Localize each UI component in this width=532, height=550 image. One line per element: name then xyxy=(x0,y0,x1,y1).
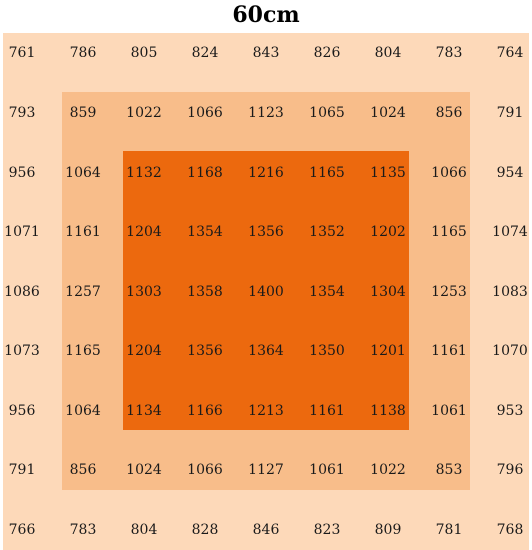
cell-value: 1134 xyxy=(126,403,162,419)
cell-value: 1065 xyxy=(309,105,345,121)
cell-value: 1350 xyxy=(309,343,345,359)
cell-value: 1165 xyxy=(431,224,467,240)
cell-value: 843 xyxy=(253,45,280,61)
cell-value: 1022 xyxy=(370,462,406,478)
cell-value: 1354 xyxy=(187,224,223,240)
cell-value: 956 xyxy=(9,165,36,181)
cell-value: 1161 xyxy=(309,403,345,419)
cell-value: 1083 xyxy=(492,284,528,300)
cell-value: 1213 xyxy=(248,403,284,419)
cell-value: 1165 xyxy=(309,165,345,181)
cell-value: 1216 xyxy=(248,165,284,181)
cell-value: 856 xyxy=(436,105,463,121)
cell-value: 1071 xyxy=(4,224,40,240)
cell-value: 1202 xyxy=(370,224,406,240)
cell-value: 1123 xyxy=(248,105,284,121)
cell-value: 766 xyxy=(9,522,36,538)
cell-value: 1024 xyxy=(370,105,406,121)
cell-value: 828 xyxy=(192,522,219,538)
cell-value: 1064 xyxy=(65,165,101,181)
zone-inner xyxy=(123,151,409,430)
cell-value: 1358 xyxy=(187,284,223,300)
chart-title: 60cm xyxy=(232,2,300,28)
cell-value: 1061 xyxy=(431,403,467,419)
cell-value: 846 xyxy=(253,522,280,538)
cell-value: 764 xyxy=(497,45,524,61)
cell-value: 791 xyxy=(9,462,36,478)
cell-value: 853 xyxy=(436,462,463,478)
cell-value: 783 xyxy=(436,45,463,61)
cell-labels: 761 786 805 824 843 826 804 783 764 793 859 1022 106… xyxy=(4,45,528,538)
cell-value: 791 xyxy=(497,105,524,121)
cell-value: 1165 xyxy=(65,343,101,359)
cell-value: 761 xyxy=(9,45,36,61)
cell-value: 1400 xyxy=(248,284,284,300)
cell-value: 1204 xyxy=(126,343,162,359)
cell-value: 1024 xyxy=(126,462,162,478)
cell-value: 1356 xyxy=(187,343,223,359)
cell-value: 859 xyxy=(70,105,97,121)
cell-value: 826 xyxy=(314,45,341,61)
cell-value: 1132 xyxy=(126,165,162,181)
cell-value: 796 xyxy=(497,462,524,478)
cell-value: 1138 xyxy=(370,403,406,419)
cell-value: 1066 xyxy=(187,105,223,121)
cell-value: 1074 xyxy=(492,224,528,240)
cell-value: 809 xyxy=(375,522,402,538)
cell-value: 768 xyxy=(497,522,524,538)
cell-value: 804 xyxy=(375,45,402,61)
cell-value: 793 xyxy=(9,105,36,121)
cell-value: 1364 xyxy=(248,343,284,359)
cell-value: 856 xyxy=(70,462,97,478)
cell-value: 1127 xyxy=(248,462,284,478)
cell-value: 1073 xyxy=(4,343,40,359)
cell-value: 824 xyxy=(192,45,219,61)
cell-value: 1356 xyxy=(248,224,284,240)
cell-value: 953 xyxy=(497,403,524,419)
cell-value: 1354 xyxy=(309,284,345,300)
cell-value: 783 xyxy=(70,522,97,538)
cell-value: 1064 xyxy=(65,403,101,419)
cell-value: 1066 xyxy=(431,165,467,181)
cell-value: 1253 xyxy=(431,284,467,300)
cell-value: 1070 xyxy=(492,343,528,359)
cell-value: 1204 xyxy=(126,224,162,240)
cell-value: 1201 xyxy=(370,343,406,359)
cell-value: 1168 xyxy=(187,165,223,181)
cell-value: 1135 xyxy=(370,165,406,181)
cell-value: 956 xyxy=(9,403,36,419)
cell-value: 1352 xyxy=(309,224,345,240)
cell-value: 786 xyxy=(70,45,97,61)
cell-value: 1304 xyxy=(370,284,406,300)
cell-value: 805 xyxy=(131,45,158,61)
cell-value: 1303 xyxy=(126,284,162,300)
cell-value: 1022 xyxy=(126,105,162,121)
cell-value: 1257 xyxy=(65,284,101,300)
cell-value: 1161 xyxy=(431,343,467,359)
cell-value: 781 xyxy=(436,522,463,538)
cell-value: 823 xyxy=(314,522,341,538)
cell-value: 1066 xyxy=(187,462,223,478)
cell-value: 1161 xyxy=(65,224,101,240)
cell-value: 1086 xyxy=(4,284,40,300)
cell-value: 1166 xyxy=(187,403,223,419)
cell-value: 954 xyxy=(497,165,524,181)
cell-value: 1061 xyxy=(309,462,345,478)
cell-value: 804 xyxy=(131,522,158,538)
